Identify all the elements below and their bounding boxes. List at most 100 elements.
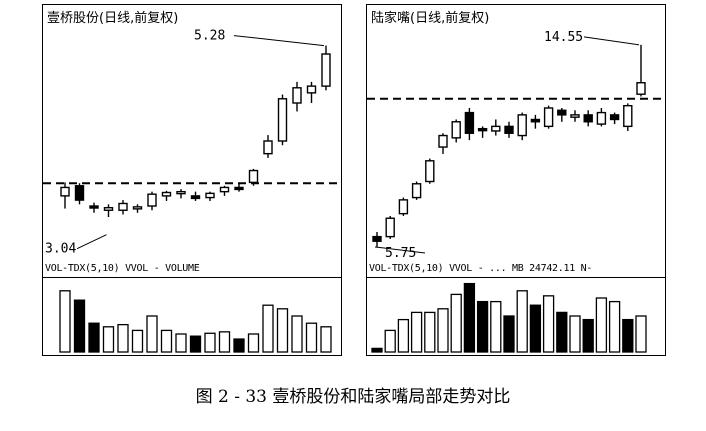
candle-body xyxy=(89,205,99,209)
chart-panel-left: 壹桥股份(日线,前复权) 5.28 3.04 VOL-TDX(5,10) VVOL… xyxy=(42,4,342,356)
candle xyxy=(623,103,633,131)
figure-caption: 图 2 - 33 壹桥股份和陆家嘴局部走势对比 xyxy=(195,387,511,407)
candle xyxy=(636,44,646,97)
candle-body xyxy=(425,160,435,183)
candle-body xyxy=(132,206,143,210)
candle-body xyxy=(596,111,607,125)
candle xyxy=(609,112,620,125)
chart-title: 陆家嘴(日线,前复权) xyxy=(371,11,490,26)
candle xyxy=(372,232,382,247)
candle-body xyxy=(464,111,475,134)
volume-bar xyxy=(529,304,542,353)
volume-bar xyxy=(503,315,515,353)
volume-bar xyxy=(635,315,647,353)
candle-body xyxy=(205,192,215,199)
candle-body xyxy=(292,87,302,104)
candle xyxy=(321,45,331,91)
volume-bar xyxy=(384,329,396,353)
candle xyxy=(176,189,186,199)
candle xyxy=(583,110,593,127)
candle xyxy=(89,202,99,213)
volume-bar xyxy=(595,297,608,353)
volume-bar xyxy=(320,326,332,353)
volume-indicator-label: VOL-TDX(5,10) VVOL - VOLUME xyxy=(45,263,200,274)
volume-bar xyxy=(622,318,634,353)
candle-body xyxy=(321,53,331,87)
candle-body xyxy=(277,98,288,142)
volume-bar xyxy=(463,282,476,353)
candle xyxy=(219,185,230,196)
candle xyxy=(60,182,70,209)
candle-body xyxy=(583,114,593,123)
candle-body xyxy=(385,217,395,238)
candle xyxy=(491,119,501,136)
volume-bar xyxy=(516,290,528,353)
volume-bar xyxy=(262,304,274,353)
candlestick-chart-left: 5.28 3.04 xyxy=(43,29,340,353)
candlestick-chart-right: 14.55 5.75 xyxy=(367,30,664,353)
price-volume-divider xyxy=(367,277,665,278)
candle xyxy=(543,105,554,129)
volume-bar xyxy=(247,333,260,353)
volume-bar xyxy=(397,318,410,353)
annotation-arrow xyxy=(374,246,426,254)
candle-body xyxy=(176,190,186,195)
candle-body xyxy=(74,185,85,201)
candle-body xyxy=(190,195,201,200)
candle xyxy=(517,112,527,141)
candle-body xyxy=(219,186,230,193)
annotation-arrow xyxy=(233,35,325,47)
candle xyxy=(411,181,422,200)
annotation-label: 5.75 xyxy=(385,246,416,261)
candle-body xyxy=(491,125,501,132)
candle-body xyxy=(477,127,488,132)
annotation-label: 5.28 xyxy=(194,29,225,44)
candle xyxy=(504,121,514,138)
candle-body xyxy=(248,169,259,184)
annotation-label: 14.55 xyxy=(544,30,583,45)
candle xyxy=(248,168,259,186)
volume-bar xyxy=(371,347,383,353)
candle-body xyxy=(60,186,70,197)
candle-body xyxy=(609,114,620,121)
volume-bar xyxy=(88,322,100,353)
volume-bar xyxy=(410,311,423,353)
candle-body xyxy=(438,134,448,148)
volume-bar xyxy=(424,311,436,353)
candle xyxy=(118,200,128,215)
candle xyxy=(292,81,302,112)
volume-bar xyxy=(276,308,289,353)
candle xyxy=(263,135,273,158)
candle-body xyxy=(103,207,114,211)
volume-bar xyxy=(175,333,187,353)
annotation-label: 3.04 xyxy=(45,242,76,257)
candle-body xyxy=(517,114,527,137)
candle-body xyxy=(530,118,541,123)
annotation-arrow xyxy=(76,234,107,250)
candle-body xyxy=(147,193,157,207)
volume-bar xyxy=(117,323,129,353)
candle xyxy=(438,133,448,154)
candle xyxy=(451,119,461,143)
candle xyxy=(425,158,435,184)
candle-body xyxy=(306,85,317,94)
volume-bar xyxy=(73,299,86,353)
volume-bar xyxy=(59,290,71,353)
volume-bar xyxy=(233,338,245,353)
volume-bar xyxy=(437,308,449,353)
candle xyxy=(161,190,172,201)
candle xyxy=(190,191,201,201)
volume-bar xyxy=(291,315,303,353)
candle-body xyxy=(263,140,273,155)
annotation-arrow xyxy=(583,36,640,46)
candle xyxy=(596,107,607,127)
volume-bar xyxy=(490,300,502,353)
candle xyxy=(74,183,85,205)
volume-bar xyxy=(542,295,555,353)
candle-body xyxy=(557,109,567,116)
price-volume-divider xyxy=(43,277,341,278)
candle xyxy=(103,204,114,217)
candle xyxy=(205,191,215,201)
volume-bar xyxy=(204,332,216,353)
volume-bar xyxy=(305,322,318,353)
